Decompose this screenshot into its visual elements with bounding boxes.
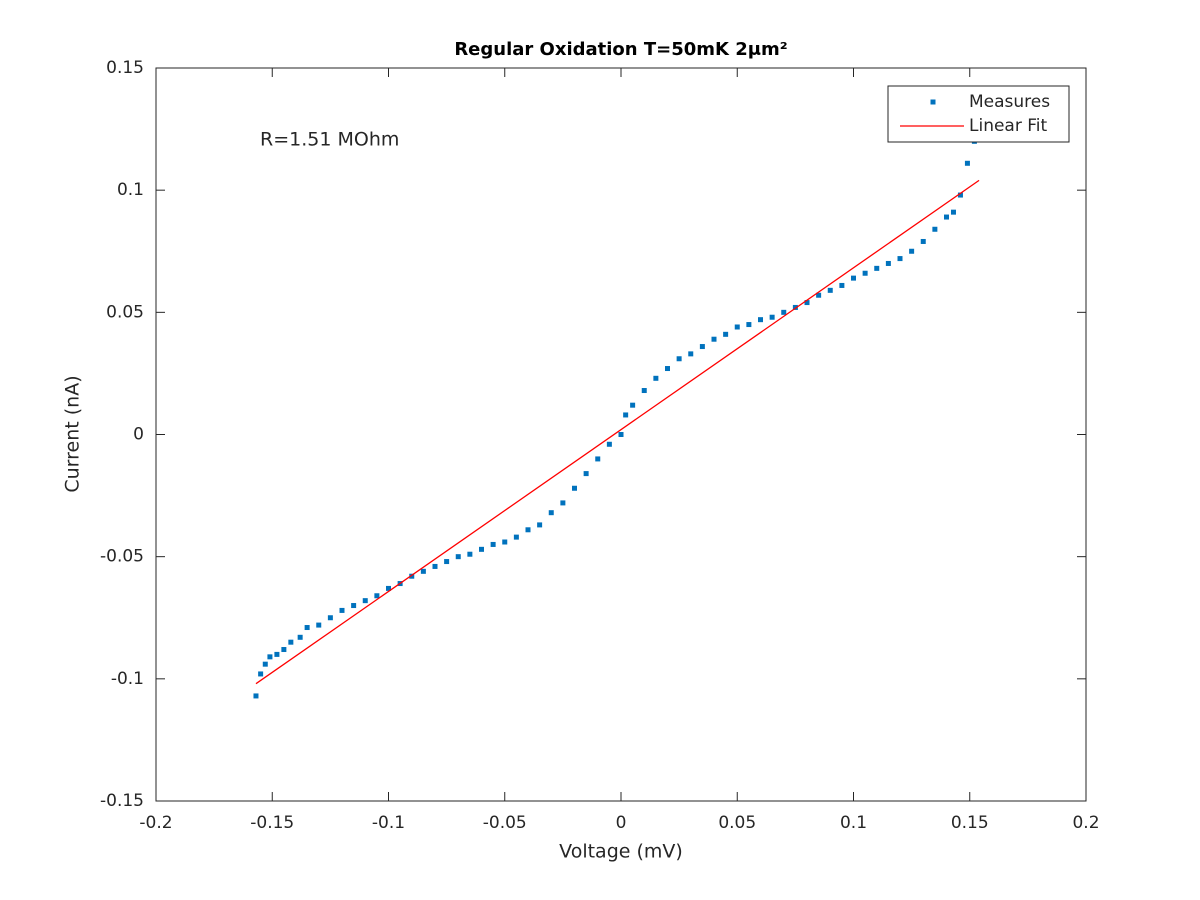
- legend: Measures Linear Fit: [887, 85, 1070, 143]
- y-tick-label: -0.15: [100, 791, 144, 811]
- y-tick-label: 0.1: [117, 180, 144, 200]
- data-point: [909, 248, 915, 254]
- data-point: [781, 309, 787, 315]
- annotation: R=1.51 MOhm: [260, 129, 399, 151]
- data-point: [583, 471, 589, 477]
- data-point: [630, 402, 636, 408]
- data-point: [351, 603, 357, 609]
- data-point: [490, 541, 496, 547]
- x-tick-label: -0.05: [483, 813, 527, 833]
- x-tick-label: -0.2: [139, 813, 172, 833]
- x-axis-label: Voltage (mV): [559, 841, 683, 863]
- data-point: [623, 412, 629, 418]
- data-point: [479, 546, 484, 552]
- data-point: [386, 585, 391, 591]
- x-tick-label: -0.15: [250, 813, 294, 833]
- y-tick-label: 0.15: [106, 58, 144, 78]
- data-point: [572, 485, 577, 491]
- data-point: [804, 300, 810, 306]
- data-point: [957, 192, 963, 198]
- legend-marker: [930, 99, 936, 105]
- data-point: [316, 622, 322, 628]
- data-point: [618, 432, 624, 437]
- y-tick-label: -0.05: [100, 547, 144, 567]
- data-point: [560, 500, 566, 506]
- data-point: [676, 356, 682, 362]
- data-point: [409, 573, 415, 579]
- y-axis-label: Current (nA): [62, 375, 84, 492]
- data-point: [641, 388, 647, 394]
- data-point: [769, 314, 775, 320]
- data-point: [362, 598, 368, 604]
- data-point: [267, 654, 273, 660]
- data-point: [758, 317, 763, 323]
- data-point: [304, 625, 310, 631]
- data-point: [920, 238, 926, 244]
- x-tick-label: 0: [616, 813, 627, 833]
- data-point: [851, 275, 856, 281]
- data-point: [885, 260, 891, 266]
- data-point: [420, 568, 426, 574]
- data-point: [502, 539, 508, 545]
- data-point: [711, 336, 717, 342]
- data-point: [595, 456, 601, 462]
- x-tick-label: 0.05: [718, 813, 756, 833]
- data-point: [339, 607, 345, 613]
- data-point: [513, 534, 519, 540]
- y-tick-label: 0: [133, 425, 144, 445]
- x-tick-label: 0.2: [1072, 813, 1099, 833]
- data-point: [258, 671, 264, 677]
- data-point: [932, 226, 938, 232]
- data-point: [944, 214, 949, 220]
- data-point: [525, 527, 531, 533]
- legend-label: Linear Fit: [969, 116, 1048, 136]
- data-point: [897, 256, 903, 262]
- data-point: [734, 324, 740, 330]
- chart-title: Regular Oxidation T=50mK 2μm²: [454, 39, 787, 60]
- data-point: [606, 441, 612, 447]
- data-point: [816, 292, 822, 298]
- data-point: [467, 551, 473, 557]
- data-point: [253, 693, 259, 699]
- data-point: [862, 270, 868, 276]
- data-point: [839, 282, 845, 288]
- legend-box: [887, 85, 1070, 143]
- data-point: [432, 563, 438, 569]
- data-point: [827, 287, 833, 293]
- data-point: [699, 344, 705, 350]
- data-point: [665, 366, 670, 372]
- data-point: [297, 634, 303, 640]
- data-point: [288, 639, 294, 645]
- data-point: [274, 651, 280, 657]
- data-point: [455, 554, 461, 560]
- data-point: [262, 661, 268, 667]
- y-tick-label: 0.05: [106, 302, 144, 322]
- x-tick-label: -0.1: [372, 813, 405, 833]
- data-point: [874, 265, 880, 271]
- data-point: [374, 593, 380, 599]
- data-point: [653, 375, 659, 381]
- data-point: [327, 615, 333, 621]
- data-point: [548, 510, 554, 516]
- y-tick-label: -0.1: [111, 669, 144, 689]
- x-tick-label: 0.15: [951, 813, 989, 833]
- data-point: [688, 351, 694, 357]
- data-point: [964, 160, 970, 166]
- data-point: [537, 522, 543, 528]
- data-point: [723, 331, 729, 337]
- data-point: [444, 559, 450, 565]
- data-point: [792, 304, 798, 310]
- data-point: [746, 322, 752, 328]
- data-point: [281, 647, 287, 653]
- data-point: [950, 209, 956, 215]
- legend-label: Measures: [969, 92, 1050, 112]
- fit-line: [255, 179, 980, 685]
- x-tick-label: 0.1: [840, 813, 867, 833]
